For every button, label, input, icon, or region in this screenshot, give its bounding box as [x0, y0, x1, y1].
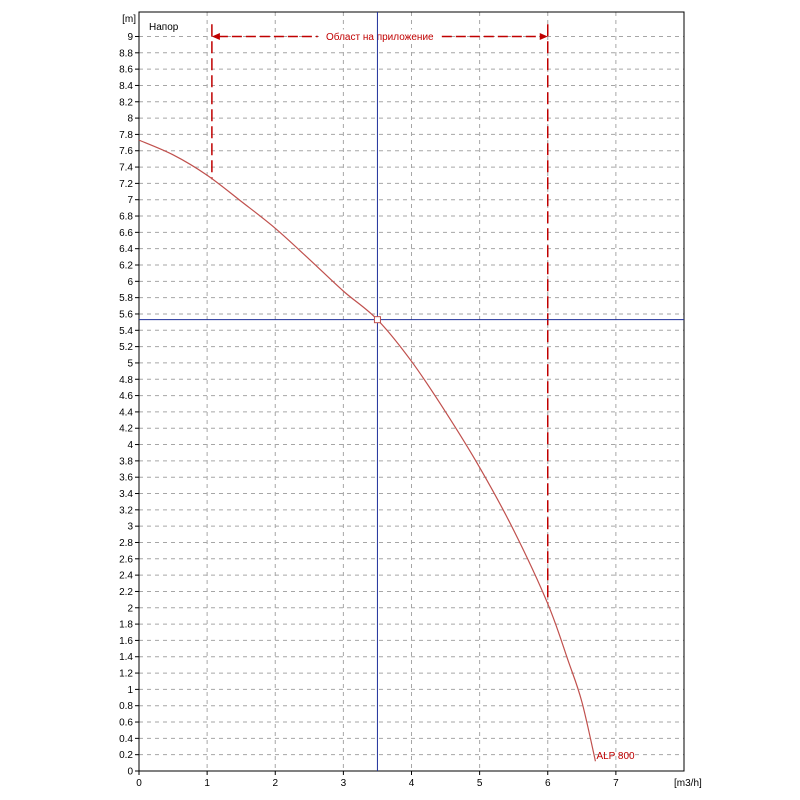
y-tick-label: 2.6	[119, 554, 133, 565]
series-line-alp-800	[138, 139, 597, 762]
y-tick-label: 5.6	[119, 309, 133, 320]
application-range-label-background	[319, 29, 440, 43]
y-tick-label: 8	[127, 114, 133, 125]
application-range-arrowhead-left	[211, 32, 220, 40]
y-tick-label: 7.2	[119, 179, 133, 190]
y-tick-label: 3	[127, 522, 133, 533]
y-tick-label: 1.6	[119, 636, 133, 647]
y-tick-label: 6.2	[119, 261, 133, 272]
y-tick-label: 3.8	[119, 456, 133, 467]
y-tick-label: 7.4	[119, 163, 133, 174]
operating-point-marker	[373, 316, 381, 324]
grid	[139, 12, 684, 771]
y-tick-label: 3.6	[119, 473, 133, 484]
x-tick-label: 7	[613, 778, 619, 789]
y-tick-label: 6.6	[119, 228, 133, 239]
x-tick-label: 4	[409, 778, 415, 789]
y-tick-label: 6.8	[119, 212, 133, 223]
x-tick-label: 2	[272, 778, 278, 789]
y-tick-label: 7.6	[119, 146, 133, 157]
y-axis-ticks: 0 0.2 0.4 0.6 0.8 1 1.2 1.4 1.6 1.8 2 2.2 2.4 2.6 2.8 3…	[119, 32, 139, 778]
x-tick-label: 5	[477, 778, 483, 789]
y-tick-label: 4.2	[119, 424, 133, 435]
y-tick-label: 2.8	[119, 538, 133, 549]
y-tick-label: 5.8	[119, 293, 133, 304]
x-tick-label: 0	[136, 778, 142, 789]
y-tick-label: 1.4	[119, 652, 133, 663]
y-tick-label: 8.4	[119, 81, 133, 92]
y-tick-label: 8.6	[119, 65, 133, 76]
y-tick-label: 8.2	[119, 97, 133, 108]
y-tick-label: 9	[127, 32, 133, 43]
y-tick-label: 6.4	[119, 244, 133, 255]
x-tick-label: 6	[545, 778, 551, 789]
y-tick-label: 3.4	[119, 489, 133, 500]
y-tick-label: 0.2	[119, 750, 133, 761]
y-tick-label: 1.8	[119, 620, 133, 631]
series-label-alp-800: ALP 800	[596, 751, 635, 762]
y-tick-label: 3.2	[119, 505, 133, 516]
y-tick-label: 0	[127, 767, 133, 778]
y-tick-label: 0.8	[119, 701, 133, 712]
y-tick-label: 7.8	[119, 130, 133, 141]
application-range-label: Област на приложение	[326, 31, 434, 43]
y-tick-label: 4.8	[119, 375, 133, 386]
y-tick-label: 0.4	[119, 734, 133, 745]
application-range: Област на приложение	[211, 24, 549, 604]
y-tick-label: 8.8	[119, 48, 133, 59]
y-tick-label: 5.4	[119, 326, 133, 337]
y-tick-label: 2.2	[119, 587, 133, 598]
y-tick-label: 5	[127, 358, 133, 369]
x-axis-unit: [m3/h]	[674, 778, 702, 789]
y-tick-label: 4	[127, 440, 133, 451]
y-tick-label: 5.2	[119, 342, 133, 353]
y-tick-label: 4.6	[119, 391, 133, 402]
y-tick-label: 2	[127, 603, 133, 614]
y-tick-label: 4.4	[119, 407, 133, 418]
y-tick-label: 0.6	[119, 718, 133, 729]
y-tick-label: 1	[127, 685, 133, 696]
y-axis-title: Напор	[149, 22, 179, 33]
x-tick-label: 1	[204, 778, 210, 789]
x-tick-label: 3	[341, 778, 347, 789]
y-tick-label: 2.4	[119, 571, 133, 582]
y-tick-label: 7	[127, 195, 133, 206]
y-tick-label: 6	[127, 277, 133, 288]
y-tick-label: 1.2	[119, 669, 133, 680]
y-axis-unit: [m]	[122, 14, 136, 25]
x-axis-ticks: 0 1 2 3 4 5 6 7	[136, 771, 619, 789]
application-range-arrowhead-right	[539, 32, 548, 40]
